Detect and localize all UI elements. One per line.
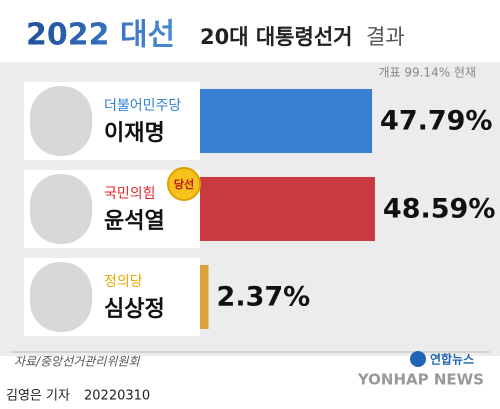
bar <box>200 265 209 329</box>
party: 더불어민주당 <box>104 98 181 114</box>
photo <box>30 86 92 156</box>
party: 국민의힘 <box>104 186 156 202</box>
photo <box>30 262 92 332</box>
bar <box>200 177 375 241</box>
photo <box>30 174 92 244</box>
agency: 연합뉴스 <box>430 352 474 367</box>
agency-en: YONHAP NEWS <box>357 371 484 389</box>
note: 개표 99.14% 현재 <box>378 66 476 80</box>
source: 자료/중앙선거관리위원회 <box>14 355 140 369</box>
value-label: 2.37% <box>217 282 311 313</box>
value-label: 48.59% <box>383 194 495 225</box>
chart-title: 2022 대선 <box>26 18 175 53</box>
party: 정의당 <box>104 274 143 290</box>
badge-label: 당선 <box>174 177 194 191</box>
bar <box>200 89 373 153</box>
value-label: 47.79% <box>380 106 492 137</box>
badge <box>167 167 201 201</box>
date: 20220310 <box>84 389 150 404</box>
subtitle: 20대 대통령선거 <box>200 25 352 49</box>
subtitle-suffix: 결과 <box>366 25 405 49</box>
candidate-name: 심상정 <box>104 297 165 322</box>
candidate-name: 윤석열 <box>104 209 165 234</box>
logo-icon <box>410 351 426 367</box>
candidate-name: 이재명 <box>104 121 165 146</box>
byline: 김영은 기자 <box>6 389 70 404</box>
